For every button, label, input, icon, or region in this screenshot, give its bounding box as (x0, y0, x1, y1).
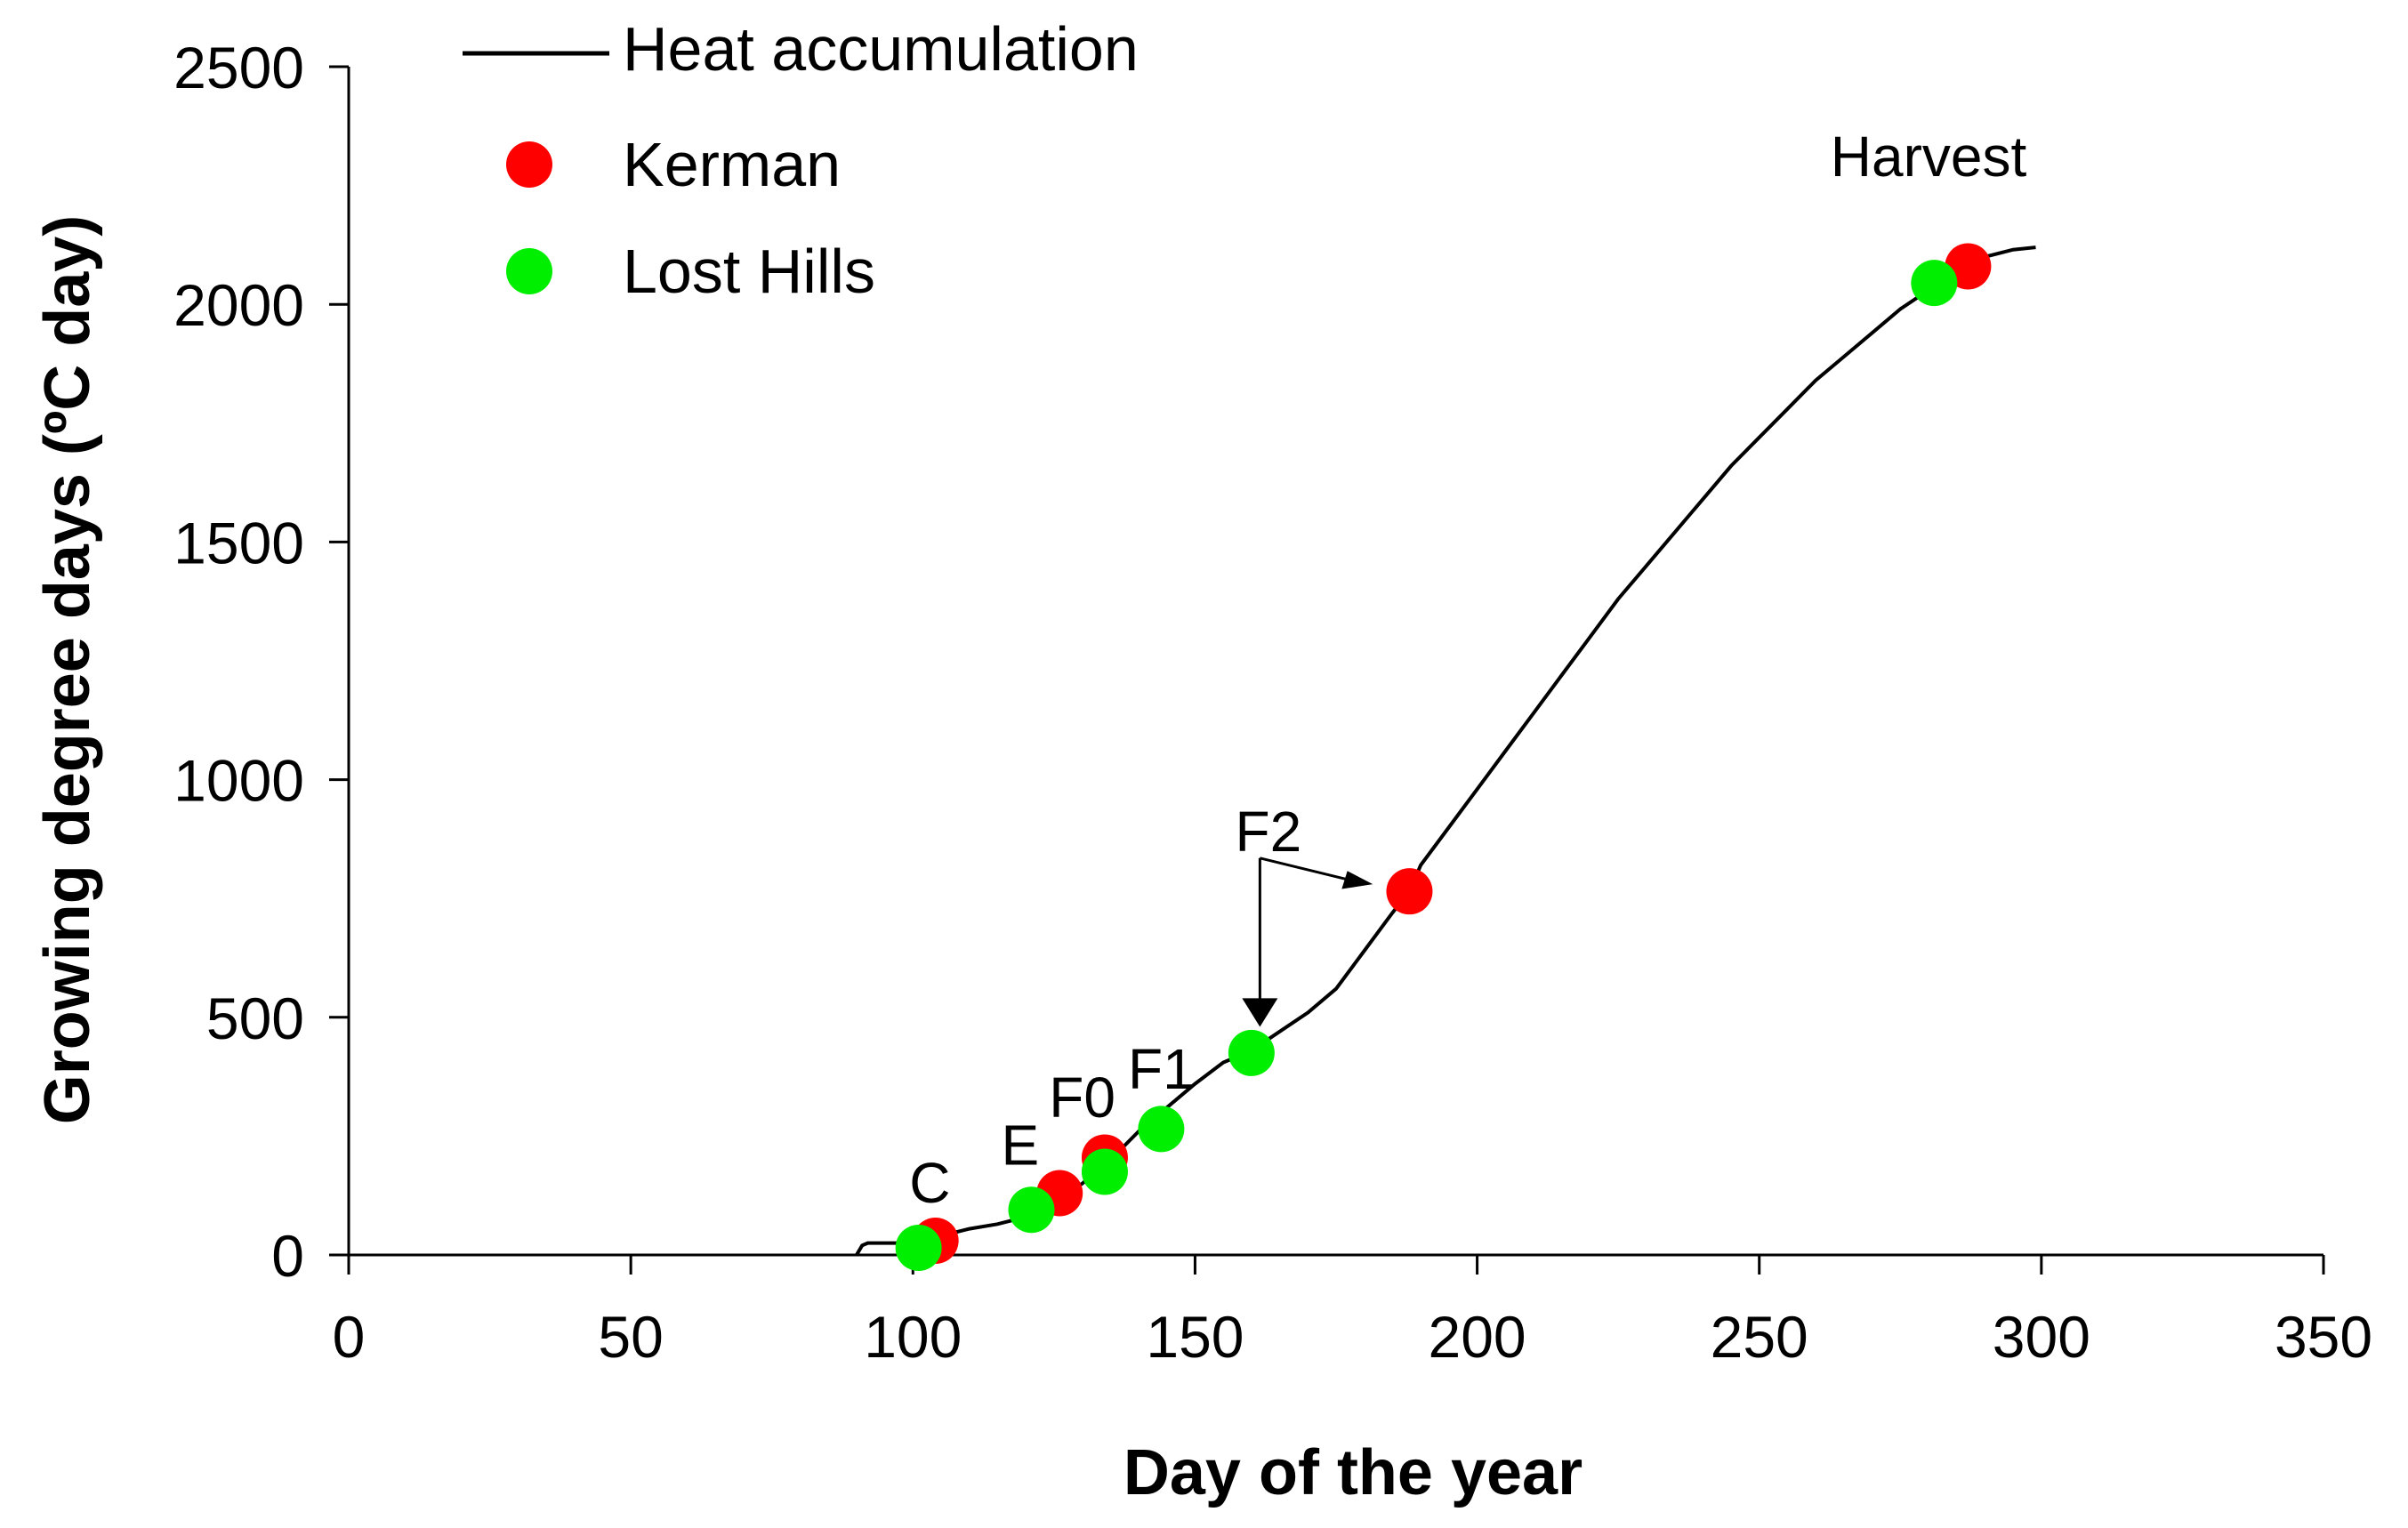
x-tick-label: 0 (333, 1304, 366, 1370)
lost-hills-point (1138, 1106, 1185, 1153)
x-tick-label: 200 (1429, 1304, 1526, 1370)
y-tick-label: 2500 (173, 35, 304, 101)
y-axis-title: Growing degree days (ºC day) (32, 215, 103, 1125)
lost-hills-point (1228, 1029, 1275, 1076)
lost-hills-point (1081, 1148, 1128, 1195)
annotation-c: C (909, 1151, 950, 1215)
lost-hills-point (895, 1224, 942, 1271)
annotation-f2: F2 (1236, 800, 1302, 864)
y-tick-label: 500 (206, 985, 304, 1051)
x-tick-label: 50 (598, 1304, 663, 1370)
legend-label-lost-hills: Lost Hills (623, 237, 875, 306)
lost-hills-point (1008, 1186, 1055, 1234)
annotation-f1: F1 (1128, 1037, 1195, 1101)
axis-ticks: 0 50 100 150 200 250 300 350 0 500 1000 1500 2000 250… (173, 35, 2372, 1370)
y-tick-label: 2000 (173, 272, 304, 338)
legend-label-heat-accumulation: Heat accumulation (623, 14, 1139, 84)
y-tick-label: 1000 (173, 748, 304, 814)
f2-arrow-right (1260, 856, 1349, 881)
x-tick-label: 100 (864, 1304, 962, 1370)
x-axis-title: Day of the year (1123, 1437, 1583, 1508)
x-tick-label: 250 (1711, 1304, 1808, 1370)
annotation-harvest: Harvest (1831, 125, 2027, 189)
legend: Heat accumulation Kerman Lost Hills (463, 14, 1139, 306)
legend-marker-kerman (506, 141, 552, 188)
plot-area (855, 243, 2036, 1271)
kerman-point (1386, 868, 1433, 915)
legend-label-kerman: Kerman (623, 130, 841, 199)
x-tick-label: 350 (2275, 1304, 2372, 1370)
annotation-e: E (1001, 1113, 1039, 1177)
f2-arrowhead-right (1341, 871, 1373, 889)
x-tick-label: 300 (1993, 1304, 2090, 1370)
lost-hills-point (1911, 260, 1958, 307)
annotation-f0: F0 (1049, 1066, 1115, 1130)
y-tick-label: 1500 (173, 510, 304, 575)
f2-arrowhead-down (1242, 998, 1278, 1027)
x-tick-label: 150 (1146, 1304, 1244, 1370)
axes (347, 67, 2323, 1257)
heat-accumulation-line (855, 245, 2036, 1257)
legend-marker-lost-hills (506, 248, 552, 294)
y-tick-label: 0 (271, 1223, 304, 1289)
